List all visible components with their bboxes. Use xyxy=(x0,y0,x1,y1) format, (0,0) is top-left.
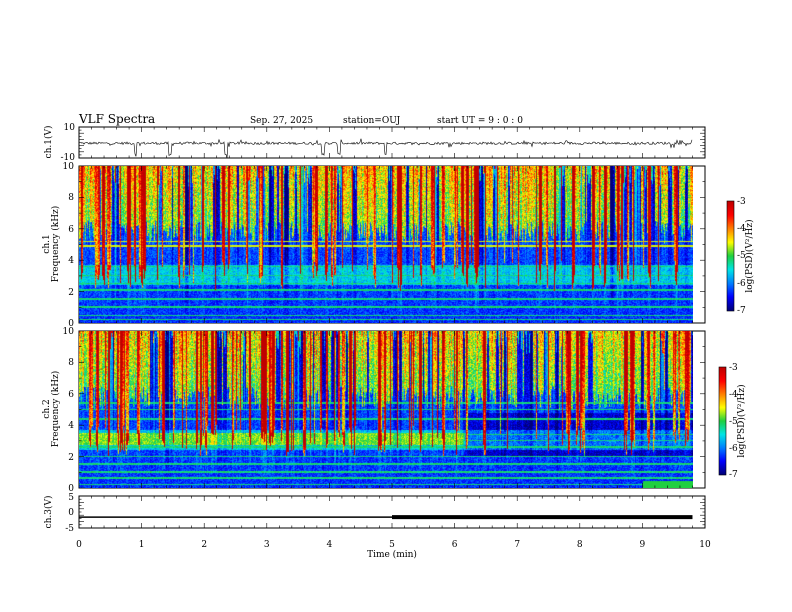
colorbar1 xyxy=(727,201,734,311)
spec2-ytick: 0 xyxy=(68,484,74,494)
x-tick-label: 2 xyxy=(201,540,207,550)
ch1-trace xyxy=(81,138,693,159)
colorbar1-wrap xyxy=(727,201,734,311)
cbar2-tick: -6 xyxy=(729,444,738,454)
spec1-heatmap xyxy=(79,166,693,323)
cbar1-label: log(PSD)(V²/Hz) xyxy=(744,219,755,292)
spec2-ytick-labels: 0 2 4 6 8 10 xyxy=(63,327,75,494)
ch2-spectrogram-panel: 0 2 4 6 8 10 ch.2 Frequency (kHz) -3 -4 … xyxy=(42,327,747,494)
ch1-frame xyxy=(78,126,706,159)
ch1-spectrogram-panel: 0 2 4 6 8 10 ch.1 Frequency (kHz) -3 -4 … xyxy=(42,162,755,329)
spec2-ylabel-channel: ch.2 xyxy=(42,399,52,418)
x-tick-label: 7 xyxy=(514,540,520,550)
station-label: station=OUJ xyxy=(343,116,401,126)
spec2-heatmap-wrap xyxy=(79,331,693,488)
spec1-ytick: 8 xyxy=(68,193,74,203)
spec2-heatmap xyxy=(79,331,693,488)
x-tick-label: 5 xyxy=(389,540,395,550)
x-tick-label: 8 xyxy=(577,540,583,550)
ch3-ticks xyxy=(78,495,706,529)
colorbar2-wrap xyxy=(719,367,726,475)
x-tick-label: 1 xyxy=(139,540,145,550)
start-time-label: start UT = 9 : 0 : 0 xyxy=(437,116,523,126)
cbar2-label: log(PSD)(V²/Hz) xyxy=(736,384,747,457)
cbar1-tick: -4 xyxy=(737,224,746,234)
spec2-ylabel-frequency: Frequency (kHz) xyxy=(50,371,61,448)
spec1-ytick: 4 xyxy=(68,256,74,266)
x-tick-label: 0 xyxy=(76,540,82,550)
spec1-ylabel-frequency: Frequency (kHz) xyxy=(50,206,61,283)
x-tick-label: 6 xyxy=(452,540,458,550)
cbar2-tick: -3 xyxy=(729,363,738,373)
spec1-ytick: 0 xyxy=(68,319,74,329)
spec1-heatmap-wrap xyxy=(79,166,693,323)
cbar1-tick: -6 xyxy=(737,279,746,289)
ch3-ylabel: ch.3(V) xyxy=(43,496,54,529)
colorbar1-frame xyxy=(726,200,735,312)
x-tick-labels: 0 1 2 3 4 5 6 7 8 9 10 xyxy=(76,540,711,550)
figure-title: VLF Spectra xyxy=(78,112,155,126)
x-tick-label: 9 xyxy=(640,540,646,550)
ch1-waveform-panel: 10 -10 ch.1(V) xyxy=(43,123,706,163)
spec1-ytick-labels: 0 2 4 6 8 10 xyxy=(63,162,75,329)
ch3-level-panel: 5 0 -5 ch.3(V) xyxy=(43,493,706,534)
spec2-ticks xyxy=(78,330,706,489)
spec2-ytick: 4 xyxy=(68,421,74,431)
spec1-ticks xyxy=(78,165,706,324)
cbar1-tick: -5 xyxy=(737,251,746,261)
spec1-ytick: 10 xyxy=(63,162,75,172)
cbar1-tick: -7 xyxy=(737,306,746,316)
ch1-ytick-bottom: -10 xyxy=(61,153,76,163)
x-tick-label: 10 xyxy=(699,540,711,550)
cbar2-tick: -5 xyxy=(729,417,738,427)
spec1-ytick: 6 xyxy=(68,225,74,235)
x-tick-label: 4 xyxy=(327,540,333,550)
spec2-ytick: 8 xyxy=(68,358,74,368)
colorbar2-frame xyxy=(718,366,727,476)
ch3-ytick: 5 xyxy=(68,493,74,503)
cbar1-tick: -3 xyxy=(737,197,746,207)
ch1-ylabel: ch.1(V) xyxy=(43,126,54,159)
x-axis-label: Time (min) xyxy=(367,549,417,560)
ch1-ticks xyxy=(78,126,706,159)
ch3-frame xyxy=(78,495,706,529)
ch3-ytick: 0 xyxy=(68,508,74,518)
spec1-ylabel-channel: ch.1 xyxy=(42,234,52,253)
cbar2-tick: -4 xyxy=(729,390,738,400)
spec1-ytick: 2 xyxy=(68,288,74,298)
spec2-ytick: 2 xyxy=(68,453,74,463)
ch1-ytick-top: 10 xyxy=(64,123,76,133)
spec2-ytick: 6 xyxy=(68,390,74,400)
colorbar2 xyxy=(719,367,726,475)
ch3-ytick: -5 xyxy=(65,524,74,534)
date-label: Sep. 27, 2025 xyxy=(250,116,313,126)
spec2-ytick: 10 xyxy=(63,327,75,337)
cbar2-tick: -7 xyxy=(729,470,738,480)
x-tick-label: 3 xyxy=(264,540,270,550)
